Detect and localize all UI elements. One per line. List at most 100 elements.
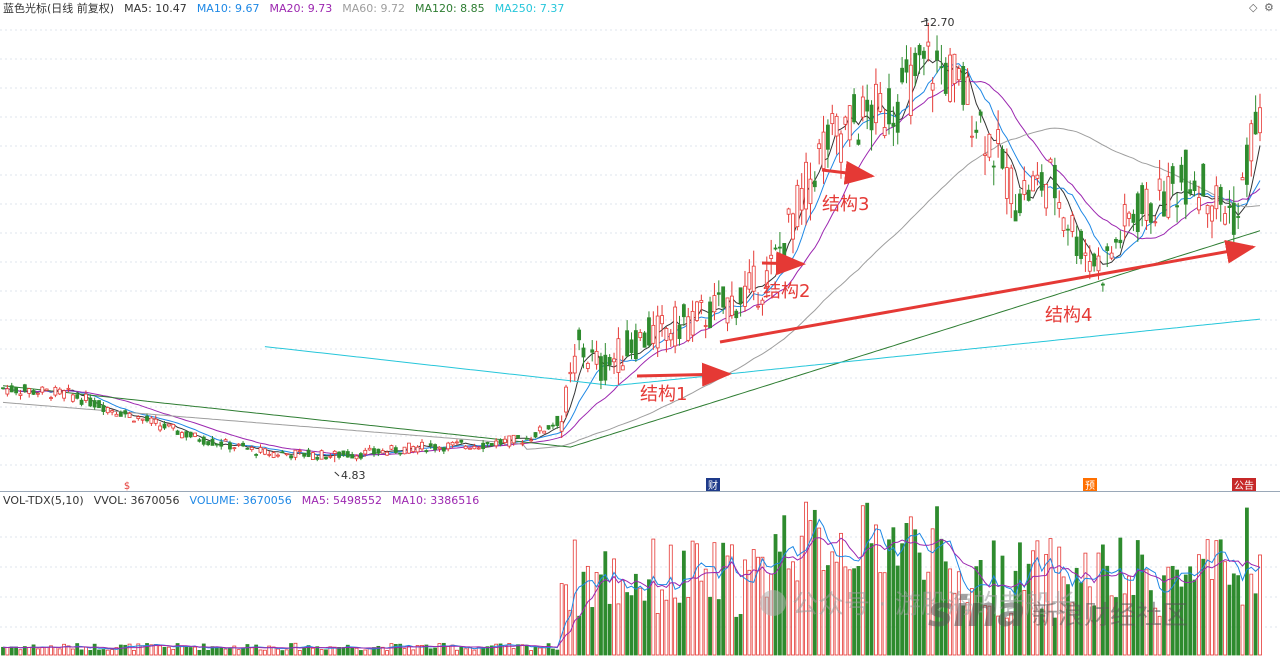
candle-body xyxy=(1074,236,1079,256)
watermark-text: 新浪财经社区 xyxy=(1032,601,1188,631)
price-high-label: 12.70 xyxy=(923,16,955,29)
candle-body xyxy=(852,94,856,123)
volume-bar xyxy=(996,615,1001,656)
candlestick-series xyxy=(1,22,1262,463)
volume-bar xyxy=(987,605,992,656)
volume-bar xyxy=(201,643,206,656)
candle-body xyxy=(1083,252,1088,256)
candle-body xyxy=(843,116,848,125)
candle-body xyxy=(581,347,586,358)
volume-bar xyxy=(956,571,961,656)
candle-body xyxy=(865,99,870,112)
candle-body xyxy=(310,452,315,460)
volume-bar xyxy=(49,645,53,656)
candle-body xyxy=(943,62,948,94)
candle-body xyxy=(380,450,385,454)
volume-bar xyxy=(1179,586,1184,656)
volume-bar xyxy=(158,645,163,656)
indicator-name[interactable]: VOL-TDX(5,10) xyxy=(3,493,84,507)
volume-bar xyxy=(830,551,835,656)
candle-body xyxy=(507,435,512,447)
event-marker-label: 公告 xyxy=(1234,479,1254,492)
candle-body xyxy=(777,246,782,249)
volume-bar xyxy=(791,561,795,656)
ma250-line xyxy=(264,318,1261,387)
volume-bar xyxy=(70,648,75,656)
candle-body xyxy=(1153,221,1158,224)
candle-body xyxy=(660,315,664,325)
volume-bar xyxy=(585,565,590,656)
candle-body xyxy=(703,325,708,327)
volume-bar xyxy=(651,538,656,656)
candle-body xyxy=(1188,189,1193,194)
volume-bar xyxy=(852,568,856,656)
volume-bar xyxy=(354,647,359,656)
volume-bar xyxy=(184,645,189,656)
gear-icon[interactable]: ⚙ xyxy=(1264,1,1274,14)
candle-body xyxy=(847,105,852,141)
volume-bar xyxy=(729,544,734,656)
volume-bar xyxy=(1105,565,1110,656)
candle-body xyxy=(1109,252,1114,259)
candle-body xyxy=(193,432,197,437)
structure-label: 结构3 xyxy=(822,194,869,215)
volume-bar xyxy=(1201,558,1206,656)
volume-bar xyxy=(1245,507,1249,656)
candle-body xyxy=(1066,228,1070,231)
candle-body xyxy=(908,64,913,116)
candle-body xyxy=(293,449,298,458)
candle-body xyxy=(1175,205,1179,208)
volume-bar xyxy=(904,523,909,656)
candle-body xyxy=(398,452,403,455)
candle-body xyxy=(551,424,555,427)
volume-bar xyxy=(118,644,123,656)
volume-bar xyxy=(1144,569,1149,656)
candle-body xyxy=(75,394,80,399)
volume-bar xyxy=(437,643,442,656)
volume-bar xyxy=(673,597,678,656)
volume-bar xyxy=(1074,567,1079,656)
volume-bar xyxy=(834,561,839,656)
volume-bar xyxy=(1092,605,1097,656)
candle-body xyxy=(145,415,149,422)
volume-bar xyxy=(228,648,232,656)
volume-bar xyxy=(97,649,101,656)
volume-bar xyxy=(633,573,638,656)
stock-title[interactable]: 蓝色光标(日线 前复权) xyxy=(3,2,115,15)
volume-bar xyxy=(638,587,643,656)
volume-bar xyxy=(1223,561,1227,656)
candle-body xyxy=(738,287,743,304)
candle-body xyxy=(791,213,795,240)
volume-bar xyxy=(494,643,499,656)
volume-bar xyxy=(293,642,298,656)
candle-body xyxy=(1162,191,1166,217)
candle-body xyxy=(812,180,817,188)
volume-bar xyxy=(686,596,691,656)
volume-bar xyxy=(1096,552,1101,656)
diamond-icon[interactable]: ◇ xyxy=(1249,1,1258,14)
volume-bar xyxy=(511,648,516,656)
volume-bar xyxy=(978,560,983,656)
candle-body xyxy=(188,431,193,438)
volume-bar xyxy=(206,649,211,656)
volume-bar xyxy=(136,643,141,656)
volume-bar xyxy=(219,647,224,656)
volume-bar xyxy=(162,646,167,656)
candle-body xyxy=(817,143,822,150)
candle-body xyxy=(939,66,944,69)
volume-bar xyxy=(75,643,80,656)
volume-bar xyxy=(799,535,804,656)
candle-body xyxy=(411,446,416,452)
candle-body xyxy=(647,317,651,346)
volume-bar xyxy=(891,527,896,656)
candle-body xyxy=(1044,183,1049,209)
candle-body xyxy=(1087,261,1092,272)
candle-body xyxy=(1096,255,1101,272)
ma5-line xyxy=(2,58,1261,458)
candle-body xyxy=(607,357,612,366)
volume-bar xyxy=(703,568,708,656)
volume-bar xyxy=(660,589,664,656)
volume-bar xyxy=(53,646,58,656)
wechat-icon xyxy=(760,590,786,616)
candle-body xyxy=(302,452,307,457)
